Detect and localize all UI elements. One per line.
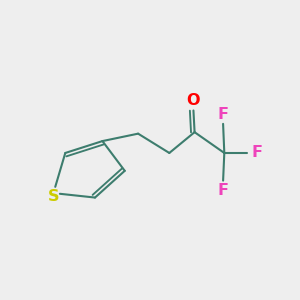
Text: O: O: [186, 94, 200, 109]
Text: S: S: [48, 189, 59, 204]
Text: F: F: [251, 146, 262, 160]
Text: F: F: [217, 183, 228, 198]
Text: F: F: [217, 107, 228, 122]
